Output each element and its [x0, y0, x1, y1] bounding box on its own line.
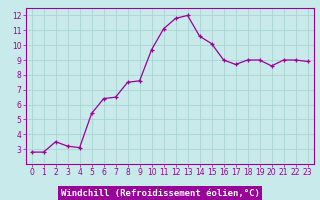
- Text: Windchill (Refroidissement éolien,°C): Windchill (Refroidissement éolien,°C): [60, 189, 260, 198]
